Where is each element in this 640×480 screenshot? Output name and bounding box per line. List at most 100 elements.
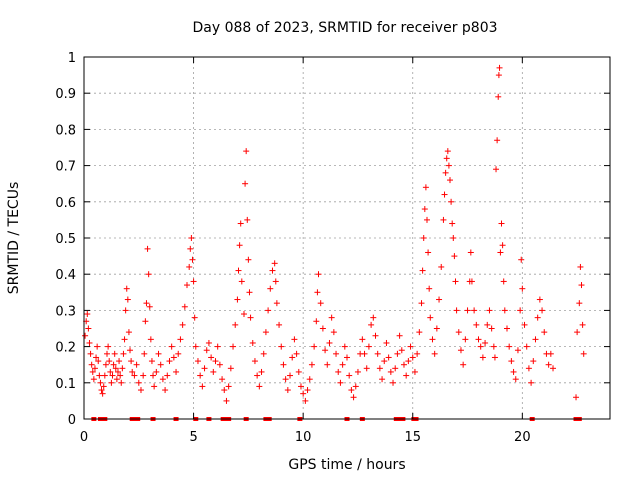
data-point (396, 332, 403, 339)
data-point (457, 347, 464, 354)
data-point (376, 365, 383, 372)
y-tick-label: 0.2 (55, 341, 76, 356)
y-tick-label: 0.7 (55, 160, 76, 175)
data-point (194, 358, 201, 365)
data-point (244, 216, 251, 223)
data-point (403, 372, 410, 379)
data-point (532, 336, 539, 343)
data-point (82, 332, 89, 339)
data-point (251, 358, 258, 365)
data-point (503, 325, 510, 332)
data-point (230, 343, 237, 350)
data-point (212, 358, 219, 365)
data-point (508, 358, 515, 365)
data-point (140, 372, 147, 379)
data-point (240, 311, 247, 318)
data-point (490, 343, 497, 350)
data-point (177, 336, 184, 343)
data-point (425, 249, 432, 256)
data-point (123, 285, 130, 292)
data-point (335, 368, 342, 375)
data-point (272, 278, 279, 285)
data-point (242, 180, 249, 187)
data-point (440, 216, 447, 223)
data-point (352, 383, 359, 390)
data-point (545, 361, 552, 368)
data-point (127, 347, 134, 354)
data-point (451, 253, 458, 260)
data-point (150, 372, 157, 379)
data-point (120, 350, 127, 357)
data-point (573, 394, 580, 401)
data-point (122, 307, 129, 314)
data-point (203, 347, 210, 354)
data-point (128, 358, 135, 365)
data-point (109, 372, 116, 379)
data-point (98, 387, 105, 394)
data-point (90, 376, 97, 383)
data-point (166, 358, 173, 365)
data-point (313, 318, 320, 325)
data-point (433, 325, 440, 332)
data-point (118, 379, 125, 386)
data-point (287, 372, 294, 379)
data-point (243, 148, 250, 155)
data-point (443, 155, 450, 162)
data-point (416, 329, 423, 336)
data-point (495, 72, 502, 79)
data-point (491, 354, 498, 361)
data-point (219, 376, 226, 383)
data-point (93, 354, 100, 361)
data-point (187, 245, 194, 252)
data-point (419, 267, 426, 274)
data-point (514, 347, 521, 354)
data-point (234, 296, 241, 303)
data-point (247, 314, 254, 321)
data-point (192, 343, 199, 350)
y-tick-label: 0.4 (55, 268, 76, 283)
y-tick-label: 0.9 (55, 87, 76, 102)
data-point (495, 93, 502, 100)
data-point (97, 379, 104, 386)
data-point (423, 216, 430, 223)
data-point (147, 336, 154, 343)
data-point (153, 368, 160, 375)
data-point (276, 321, 283, 328)
data-point (201, 365, 208, 372)
data-point (473, 321, 480, 328)
data-point (449, 220, 456, 227)
y-tick-label: 0.3 (55, 304, 76, 319)
data-point (199, 383, 206, 390)
data-point (265, 307, 272, 314)
data-point (525, 365, 532, 372)
data-point (361, 350, 368, 357)
data-point (315, 271, 322, 278)
y-tick-label: 0.1 (55, 377, 76, 392)
data-point (143, 300, 150, 307)
data-point (111, 350, 118, 357)
data-point (390, 379, 397, 386)
data-point (368, 321, 375, 328)
data-point (363, 365, 370, 372)
data-point (510, 368, 517, 375)
data-point (453, 307, 460, 314)
data-point (295, 368, 302, 375)
data-point (300, 390, 307, 397)
data-point (333, 350, 340, 357)
data-point (317, 300, 324, 307)
data-point (232, 321, 239, 328)
y-tick-label: 0.5 (55, 232, 76, 247)
data-point (117, 372, 124, 379)
data-point (460, 361, 467, 368)
data-point (142, 318, 149, 325)
data-point (308, 361, 315, 368)
data-point (344, 354, 350, 361)
data-point (482, 339, 489, 346)
data-point (282, 376, 289, 383)
data-point (302, 397, 309, 404)
data-point (164, 372, 171, 379)
y-tick-label: 1 (68, 51, 76, 66)
data-point (225, 383, 232, 390)
